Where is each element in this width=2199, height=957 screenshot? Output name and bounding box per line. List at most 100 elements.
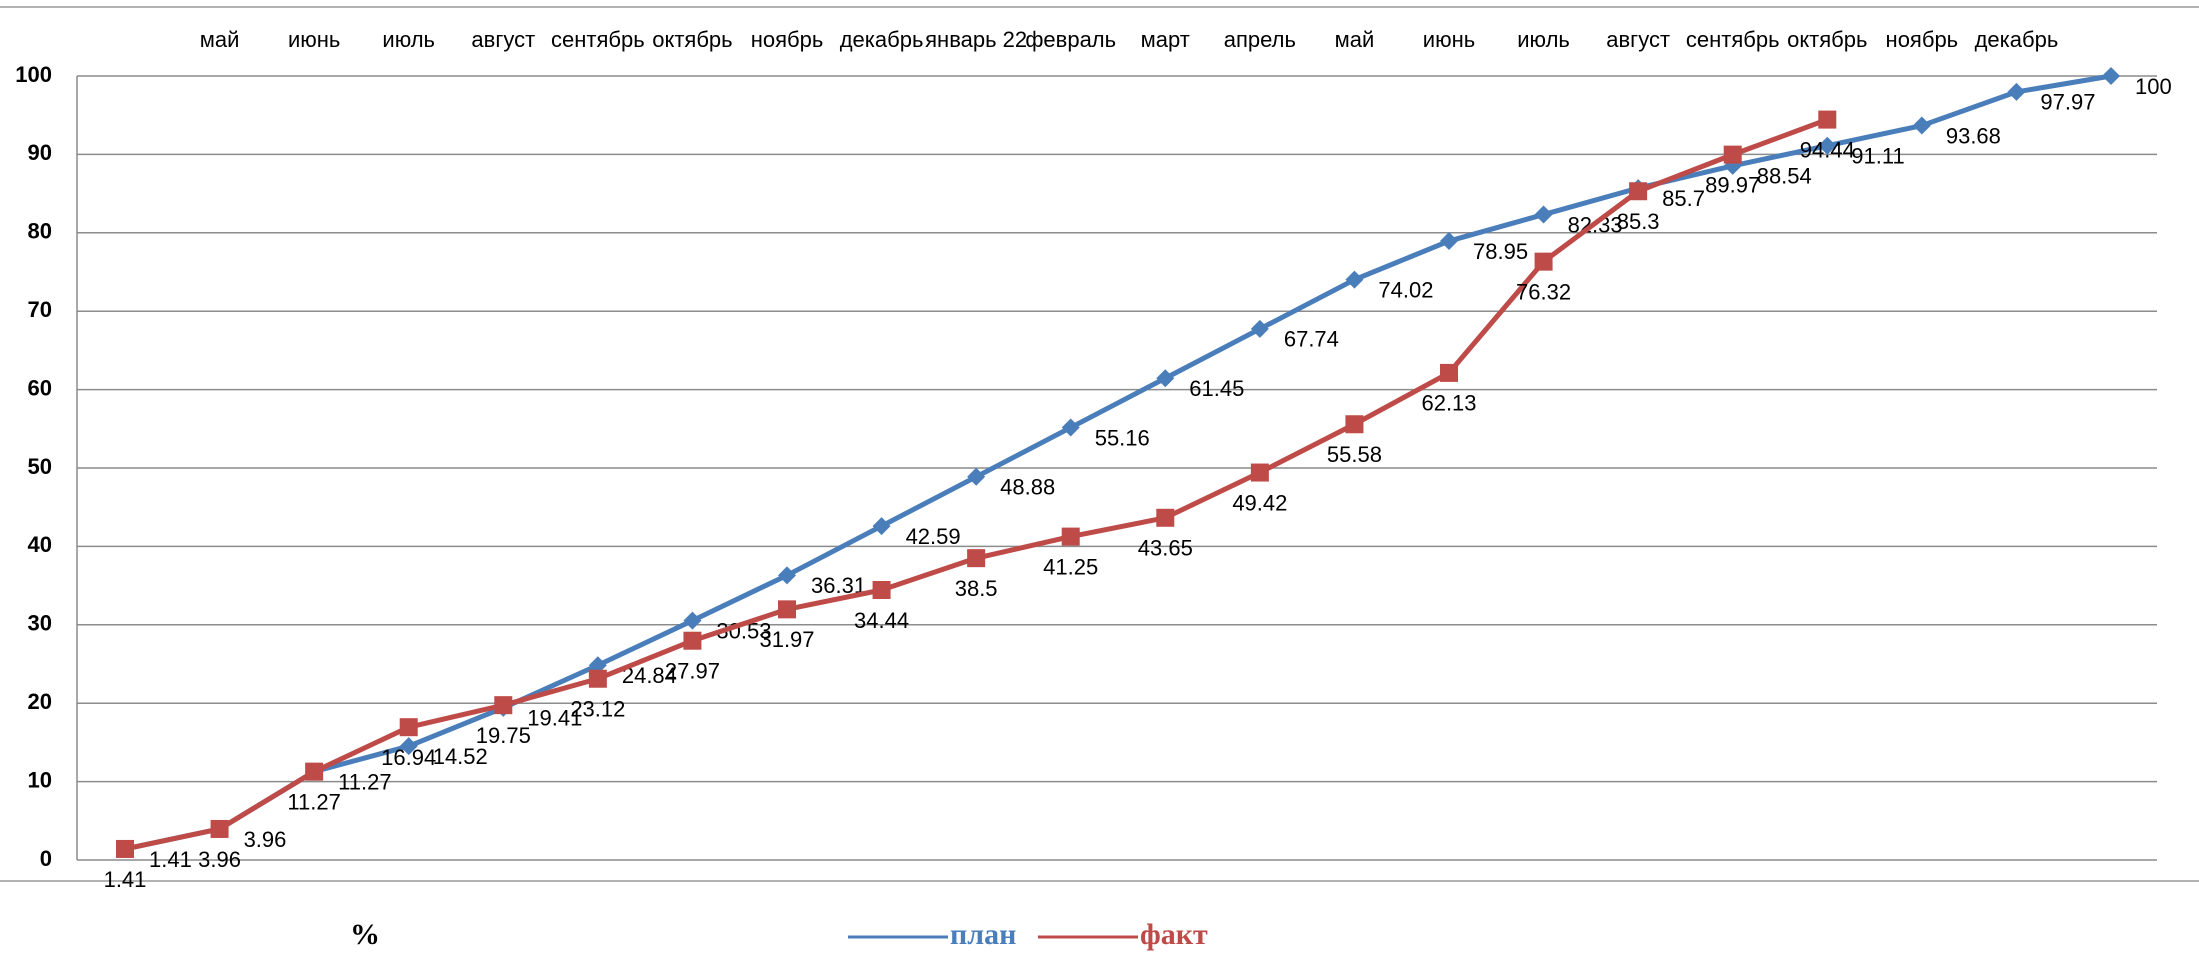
marker [1061, 418, 1080, 437]
y-tick-label: 70 [28, 297, 52, 322]
data-label: 38.5 [955, 576, 998, 601]
marker [872, 517, 891, 536]
data-label: 16.94 [381, 745, 436, 770]
marker [1250, 463, 1269, 482]
marker [1912, 116, 1931, 135]
marker [967, 467, 986, 486]
data-label: 55.16 [1095, 425, 1150, 450]
data-label: 100 [2135, 74, 2172, 99]
marker [1440, 363, 1458, 382]
marker [2007, 82, 2026, 101]
x-tick-label: ноябрь [751, 27, 824, 52]
data-label: 61.45 [1189, 376, 1244, 401]
x-tick-label: май [1335, 27, 1375, 52]
marker [1723, 145, 1742, 164]
y-tick-label: 50 [28, 454, 52, 479]
y-tick-label: 0 [40, 846, 52, 871]
x-tick-label: июль [382, 27, 435, 52]
data-label: 49.42 [1232, 490, 1287, 515]
data-label: 3.96 [244, 827, 287, 852]
data-label: 48.88 [1000, 475, 1055, 500]
marker [1345, 270, 1364, 289]
data-label: 14.52 [433, 744, 488, 769]
data-label: 76.32 [1516, 279, 1571, 304]
x-tick-label: август [1606, 27, 1670, 52]
data-label: 23.12 [570, 697, 625, 722]
marker [1818, 110, 1837, 129]
data-label: 11.27 [287, 789, 340, 814]
data-label: 1.41 [104, 867, 147, 892]
marker [399, 718, 418, 737]
marker [1156, 369, 1175, 388]
x-tick-label: август [471, 27, 535, 52]
data-label: 94.44 [1800, 137, 1855, 162]
x-tick-label: октябрь [652, 27, 732, 52]
x-tick-label: февраль [1025, 27, 1116, 52]
data-label: 19.41 [527, 706, 582, 731]
y-tick-label: 60 [28, 375, 52, 400]
x-tick-label: июль [1517, 27, 1570, 52]
marker [1250, 319, 1269, 338]
marker [305, 762, 324, 781]
series-line [124, 73, 2112, 852]
data-label: 31.97 [759, 627, 814, 652]
marker [116, 839, 134, 858]
data-label: 97.97 [2040, 90, 2095, 115]
data-label: 93.68 [1946, 123, 2001, 148]
marker [683, 631, 702, 650]
marker [1440, 232, 1458, 251]
marker [494, 696, 513, 715]
data-label: 78.95 [1473, 239, 1528, 264]
x-tick-label: сентябрь [551, 27, 645, 52]
x-tick-label: декабрь [840, 27, 924, 52]
y-tick-label: 80 [28, 219, 52, 244]
marker [872, 580, 891, 599]
marker [210, 819, 229, 838]
marker [683, 611, 702, 630]
marker [399, 737, 418, 756]
data-label: 89.97 [1705, 172, 1760, 197]
y-tick-label: 100 [15, 62, 52, 87]
x-tick-label: январь 22 [925, 27, 1027, 52]
data-label: 27.97 [665, 659, 720, 684]
x-tick-label: март [1141, 27, 1190, 52]
x-tick-label: апрель [1224, 27, 1296, 52]
y-tick-label: 40 [28, 532, 52, 557]
legend-label: план [950, 918, 1016, 951]
marker [1061, 527, 1080, 546]
marker [588, 669, 607, 688]
y-axis-label: % [350, 918, 380, 951]
y-tick-label: 20 [28, 689, 52, 714]
y-tick-label: 10 [28, 767, 52, 792]
marker [1629, 182, 1648, 201]
data-label: 85.3 [1617, 209, 1660, 234]
data-label: 3.96 [198, 847, 241, 872]
x-tick-label: июнь [288, 27, 340, 52]
x-tick-label: октябрь [1787, 27, 1867, 52]
marker [1534, 252, 1553, 271]
x-tick-label: ноябрь [1886, 27, 1959, 52]
x-tick-label: май [200, 27, 240, 52]
data-label: 19.75 [476, 723, 531, 748]
data-label: 1.41 [149, 847, 192, 872]
x-tick-label: июнь [1423, 27, 1475, 52]
data-label: 43.65 [1138, 536, 1193, 561]
data-label: 91.11 [1851, 144, 1904, 169]
data-label: 85.7 [1662, 186, 1705, 211]
data-label: 55.58 [1327, 442, 1382, 467]
marker [1345, 415, 1364, 434]
data-label: 88.54 [1757, 164, 1812, 189]
data-label: 74.02 [1378, 277, 1433, 302]
y-tick-label: 30 [28, 611, 52, 636]
marker [1156, 508, 1175, 527]
x-tick-label: декабрь [1975, 27, 2059, 52]
data-label: 67.74 [1284, 327, 1339, 352]
y-tick-label: 90 [28, 140, 52, 165]
data-label: 42.59 [906, 524, 961, 549]
data-label: 11.27 [338, 769, 391, 794]
x-tick-label: сентябрь [1686, 27, 1780, 52]
marker [1818, 136, 1837, 155]
legend-label: факт [1140, 918, 1208, 951]
marker [2102, 67, 2120, 85]
